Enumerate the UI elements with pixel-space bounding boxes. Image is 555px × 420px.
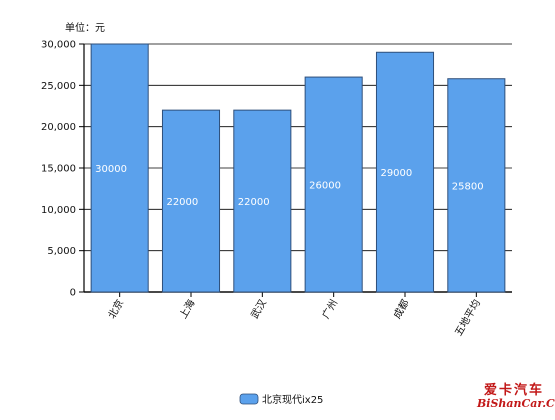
y-tick-label: 5,000 <box>47 246 76 257</box>
bar <box>161 109 221 293</box>
watermark-line2: BiShanCar.Com <box>477 396 555 410</box>
bars <box>90 43 506 293</box>
bar <box>90 43 149 293</box>
x-tick-label: 北京 <box>105 297 126 321</box>
x-tick-label: 五地平均 <box>452 297 483 338</box>
unit-label: 单位：元 <box>65 21 105 34</box>
x-tick-label: 成都 <box>391 298 411 321</box>
legend[interactable]: 北京现代ix25 <box>239 393 323 406</box>
x-tick-label: 广州 <box>320 298 340 321</box>
data-label: 22000 <box>166 197 198 208</box>
y-tick-label: 30,000 <box>41 40 76 51</box>
bar <box>304 76 363 293</box>
data-label: 22000 <box>238 197 270 208</box>
y-tick-label: 25,000 <box>41 81 76 92</box>
y-tick-label: 15,000 <box>41 164 76 175</box>
data-labels: 30000 22000 22000 26000 29000 25800 <box>95 164 483 208</box>
data-label: 29000 <box>380 168 412 179</box>
data-label: 30000 <box>95 164 127 175</box>
x-tick-label: 武汉 <box>248 297 269 321</box>
bar <box>375 51 435 293</box>
watermark-line1: 爱卡汽车 <box>483 383 544 398</box>
legend-label: 北京现代ix25 <box>262 393 323 406</box>
legend-swatch <box>239 393 259 405</box>
watermark-logo: 爱卡汽车 BiShanCar.Com <box>477 383 555 412</box>
bar <box>447 78 506 293</box>
data-label: 25800 <box>452 181 484 192</box>
y-tick-label: 20,000 <box>41 122 76 133</box>
y-tick-label: 0 <box>70 288 76 299</box>
y-tick-label: 10,000 <box>41 205 76 216</box>
data-label: 26000 <box>309 181 341 192</box>
x-tick-label: 上海 <box>176 297 197 321</box>
axes <box>79 43 512 297</box>
bar <box>233 109 292 293</box>
